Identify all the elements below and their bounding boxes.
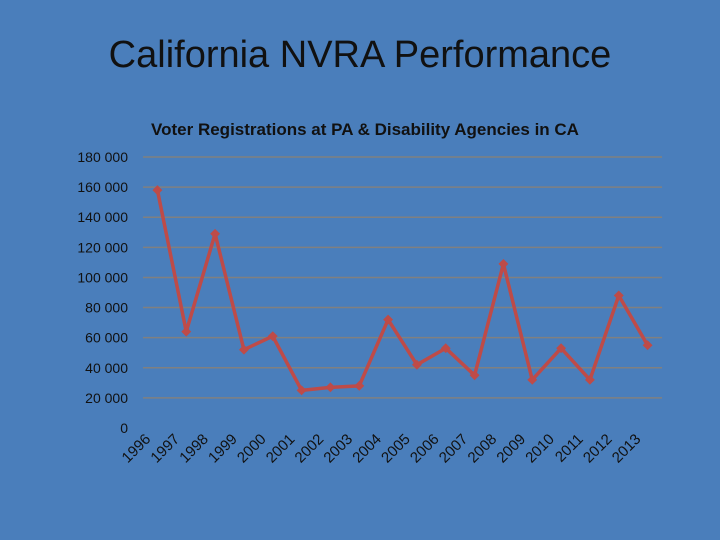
x-tick-label: 2007 xyxy=(436,431,472,467)
series-group xyxy=(152,185,653,396)
y-tick-label: 180 000 xyxy=(77,149,128,165)
data-point xyxy=(527,374,538,385)
gridlines xyxy=(143,156,662,399)
x-tick-label: 2008 xyxy=(465,431,501,467)
data-point xyxy=(383,314,394,325)
x-tick-label: 2012 xyxy=(580,431,616,467)
x-tick-label: 1997 xyxy=(147,431,183,467)
x-tick-label: 2006 xyxy=(407,431,443,467)
x-tick-label: 2010 xyxy=(522,431,558,467)
x-tick-label: 2002 xyxy=(292,431,328,467)
x-tick-label: 2011 xyxy=(552,431,587,466)
y-tick-label: 20 000 xyxy=(85,390,128,406)
x-tick-label: 1998 xyxy=(176,431,212,467)
y-tick-label: 0 xyxy=(120,420,128,436)
data-point xyxy=(354,380,365,391)
data-point xyxy=(556,343,567,354)
x-tick-label: 2003 xyxy=(320,431,356,467)
data-point xyxy=(498,258,509,269)
x-tick-label: 2001 xyxy=(263,431,299,467)
y-tick-label: 40 000 xyxy=(85,360,128,376)
data-point xyxy=(469,370,480,381)
y-tick-label: 60 000 xyxy=(85,330,128,346)
data-point xyxy=(181,326,192,337)
y-tick-label: 100 000 xyxy=(77,269,128,285)
data-point xyxy=(296,385,307,396)
x-axis-ticks: 1996199719981999200020012002200320042005… xyxy=(119,431,645,467)
x-tick-label: 2005 xyxy=(378,431,414,467)
chart-title: Voter Registrations at PA & Disability A… xyxy=(151,120,579,139)
x-tick-label: 2013 xyxy=(609,431,645,467)
x-tick-label: 2000 xyxy=(234,431,270,467)
data-point xyxy=(613,290,624,301)
data-point xyxy=(642,340,653,351)
y-tick-label: 160 000 xyxy=(77,179,128,195)
x-tick-label: 2004 xyxy=(349,431,385,467)
data-point xyxy=(210,228,221,239)
slide-title: California NVRA Performance xyxy=(108,34,612,76)
data-point xyxy=(152,185,163,196)
series-line xyxy=(155,189,650,393)
data-point xyxy=(584,374,595,385)
x-tick-label: 1999 xyxy=(205,431,241,467)
y-tick-label: 120 000 xyxy=(77,239,128,255)
x-tick-label: 2009 xyxy=(493,431,529,467)
data-point xyxy=(325,382,336,393)
data-point xyxy=(267,331,278,342)
y-axis-ticks: 0 20 000 40 000 60 000 80 000 100 000 120 000 1… xyxy=(77,149,128,436)
x-tick-label: 1996 xyxy=(119,431,155,467)
y-tick-label: 140 000 xyxy=(77,209,128,225)
data-point xyxy=(440,343,451,354)
data-point xyxy=(411,359,422,370)
y-tick-label: 80 000 xyxy=(85,300,128,316)
data-point xyxy=(238,344,249,355)
